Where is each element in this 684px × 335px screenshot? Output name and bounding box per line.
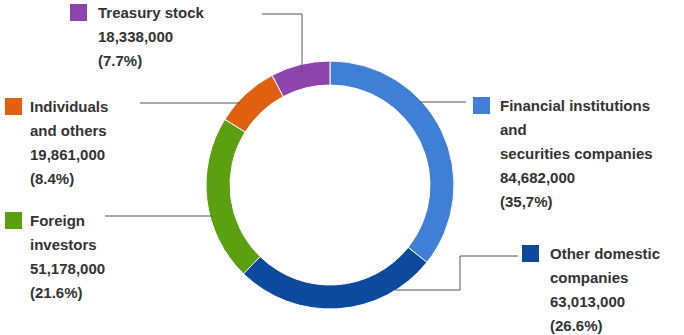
donut bbox=[206, 61, 454, 309]
percent-label: (21.6%) bbox=[30, 284, 83, 301]
category-label: securities companies bbox=[500, 145, 653, 162]
category-label: Individuals bbox=[30, 98, 108, 115]
category-label: and bbox=[500, 121, 527, 138]
leader-line bbox=[420, 102, 466, 103]
legend-swatch bbox=[522, 245, 539, 262]
category-label: Financial institutions bbox=[500, 97, 650, 114]
leader-line bbox=[395, 256, 518, 290]
legend-swatch bbox=[5, 98, 22, 115]
category-label: companies bbox=[550, 269, 628, 286]
legend-swatch bbox=[70, 4, 87, 21]
slice-label: Foreign investors 51,178,000 (21.6%) bbox=[30, 212, 105, 301]
labels: Financial institutions and securities comp… bbox=[5, 4, 660, 334]
percent-label: (26.6%) bbox=[550, 317, 603, 334]
category-label: Foreign bbox=[30, 212, 85, 229]
leader-line bbox=[105, 216, 212, 217]
value-label: 63,013,000 bbox=[550, 293, 625, 310]
slice-label: Financial institutions and securities comp… bbox=[500, 97, 653, 210]
value-label: 18,338,000 bbox=[98, 28, 173, 45]
legend-swatch bbox=[473, 97, 490, 114]
category-label: investors bbox=[30, 236, 97, 253]
percent-label: (35,7%) bbox=[500, 193, 553, 210]
slice bbox=[206, 119, 260, 273]
slice bbox=[272, 61, 330, 97]
legend-swatch bbox=[5, 212, 22, 229]
value-label: 51,178,000 bbox=[30, 260, 105, 277]
chart: Financial institutions and securities comp… bbox=[0, 0, 684, 335]
percent-label: (8.4%) bbox=[30, 170, 74, 187]
slice-label: Treasury stock 18,338,000 (7.7%) bbox=[98, 4, 205, 69]
slice bbox=[243, 247, 426, 309]
leader-line bbox=[262, 14, 302, 72]
value-label: 84,682,000 bbox=[500, 169, 575, 186]
leader-line bbox=[140, 103, 240, 104]
value-label: 19,861,000 bbox=[30, 146, 105, 163]
slice bbox=[225, 75, 283, 132]
category-label: Other domestic bbox=[550, 245, 660, 262]
category-label: and others bbox=[30, 122, 107, 139]
slice-label: Other domestic companies 63,013,000 (26.6%) bbox=[550, 245, 660, 334]
category-label: Treasury stock bbox=[98, 4, 205, 21]
percent-label: (7.7%) bbox=[98, 52, 142, 69]
slice bbox=[330, 61, 454, 262]
slice-label: Individuals and others 19,861,000 (8.4%) bbox=[30, 98, 108, 187]
